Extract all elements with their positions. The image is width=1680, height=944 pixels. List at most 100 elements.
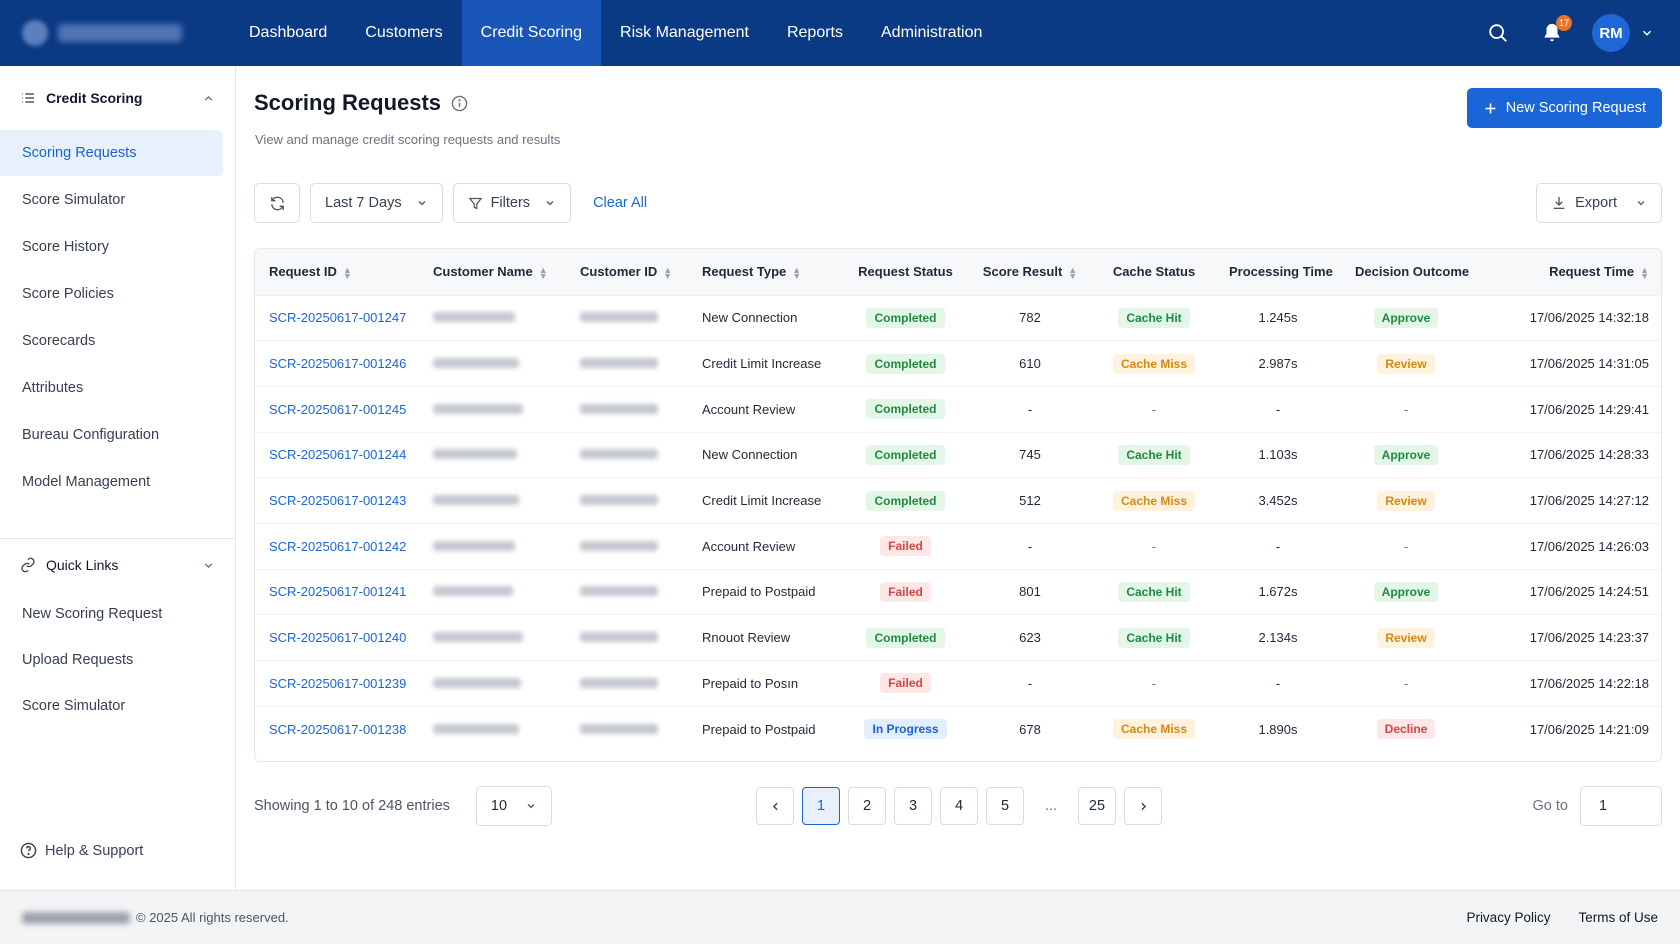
page-buttons: 1 2 3 4 5 ... 25 [756, 787, 1162, 825]
request-id-link[interactable]: SCR-20250617-001242 [269, 538, 407, 554]
request-id-link[interactable]: SCR-20250617-001241 [269, 584, 407, 600]
col-customer-id[interactable]: Customer ID ▲ ▼ [580, 264, 673, 281]
col-request-type[interactable]: Request Type ▲ ▼ [702, 264, 802, 281]
customer-name-redacted [419, 706, 566, 752]
processing-time: 1.103s [1258, 447, 1298, 463]
bell-icon[interactable]: 17 [1538, 15, 1572, 47]
table-row[interactable]: SCR-20250617-001239 Prepaid to Posın Faile… [255, 660, 1661, 707]
request-time: 17/06/2025 14:27:12 [1529, 493, 1649, 509]
request-id-link[interactable]: SCR-20250617-001240 [269, 630, 407, 646]
col-request-id[interactable]: Request ID ▲ ▼ [269, 264, 352, 281]
score-result: 678 [1019, 721, 1041, 737]
page-button-4[interactable]: 4 [940, 787, 978, 825]
sidebar-item-model-management[interactable]: Model Management [22, 474, 151, 490]
col-request-time[interactable]: Request Time ▲ ▼ [1549, 264, 1649, 281]
sidebar-item-bureau-configuration[interactable]: Bureau Configuration [22, 427, 160, 443]
sidebar-section-credit-scoring[interactable]: Credit Scoring [0, 66, 235, 130]
page-button-5[interactable]: 5 [986, 787, 1024, 825]
page-button-25[interactable]: 25 [1078, 787, 1116, 825]
page-button-2[interactable]: 2 [848, 787, 886, 825]
table-row[interactable]: SCR-20250617-001241 Prepaid to Postpaid Fa… [255, 569, 1661, 615]
quick-link-upload-requests[interactable]: Upload Requests [22, 651, 134, 668]
request-time: 17/06/2025 14:21:09 [1529, 721, 1649, 737]
quick-links-header[interactable]: Quick Links [0, 539, 235, 591]
export-button[interactable]: Export [1536, 183, 1662, 223]
sidebar-item-scoring-requests[interactable]: Scoring Requests [0, 130, 223, 176]
table-row[interactable]: SCR-20250617-001246 Credit Limit Increase… [255, 340, 1661, 387]
sidebar-item-score-policies[interactable]: Score Policies [22, 286, 114, 302]
cache-badge: Cache Miss [1112, 719, 1196, 740]
nav-risk-management[interactable]: Risk Management [620, 24, 749, 41]
sidebar-item-score-history[interactable]: Score History [22, 239, 110, 255]
nav-customers[interactable]: Customers [365, 24, 443, 41]
page-button-1[interactable]: 1 [802, 787, 840, 825]
status-badge: Completed [866, 627, 945, 648]
nav-dashboard[interactable]: Dashboard [249, 24, 328, 41]
request-id-link[interactable]: SCR-20250617-001247 [269, 310, 407, 326]
date-range-select[interactable]: Last 7 Days [310, 183, 443, 223]
request-time: 17/06/2025 14:31:05 [1529, 356, 1649, 372]
table-row[interactable]: SCR-20250617-001243 Credit Limit Increase… [255, 477, 1661, 524]
page-size-select[interactable]: 10 [475, 786, 552, 826]
score-result: - [1027, 401, 1033, 417]
cache-badge: Cache Hit [1118, 307, 1190, 328]
info-icon[interactable] [451, 95, 468, 112]
customer-name-redacted [419, 523, 566, 569]
clear-all-link[interactable]: Clear All [593, 195, 648, 211]
decision-badge: Approve [1373, 581, 1439, 602]
table-header-row: Request ID ▲ ▼ Customer Name ▲ ▼ Customer ID… [255, 249, 1661, 295]
request-id-link[interactable]: SCR-20250617-001246 [269, 356, 407, 372]
decision-outcome-cell: Decline [1341, 706, 1471, 752]
title-row: Scoring Requests [254, 90, 468, 116]
request-id-link[interactable]: SCR-20250617-001239 [269, 675, 407, 691]
sidebar-divider [0, 538, 235, 539]
search-icon[interactable] [1484, 19, 1512, 47]
quick-link-score-simulator[interactable]: Score Simulator [22, 697, 126, 714]
page-button-3[interactable]: 3 [894, 787, 932, 825]
nav-credit-scoring[interactable]: Credit Scoring [461, 0, 602, 66]
company-name-redacted [22, 911, 130, 924]
table-row[interactable]: SCR-20250617-001245 Account Review Complet… [255, 386, 1661, 432]
table-row[interactable]: SCR-20250617-001244 New Connection Complet… [255, 432, 1661, 478]
table-row[interactable]: SCR-20250617-001242 Account Review Failed -… [255, 523, 1661, 569]
decision-badge: - [1403, 675, 1409, 691]
brand-logo[interactable] [0, 0, 230, 66]
request-id-link[interactable]: SCR-20250617-001245 [269, 401, 407, 417]
new-scoring-request-button[interactable]: New Scoring Request [1466, 88, 1662, 128]
col-customer-name[interactable]: Customer Name ▲ ▼ [433, 264, 548, 281]
request-status-cell: Failed [844, 523, 967, 569]
request-id-link[interactable]: SCR-20250617-001238 [269, 721, 407, 737]
table-row[interactable]: SCR-20250617-001240 Rnouot Review Complete… [255, 614, 1661, 661]
chevron-down-icon [204, 562, 213, 568]
copyright: © 2025 All rights reserved. [136, 910, 289, 925]
status-badge: Completed [866, 490, 945, 511]
sidebar-item-attributes[interactable]: Attributes [22, 380, 84, 396]
terms-of-use-link[interactable]: Terms of Use [1578, 910, 1658, 925]
help-support-link[interactable]: Help & Support [20, 842, 143, 859]
nav-reports[interactable]: Reports [786, 24, 843, 41]
quick-link-new-scoring-request[interactable]: New Scoring Request [22, 605, 163, 622]
filters-button[interactable]: Filters [452, 183, 572, 223]
main-content: Scoring Requests View and manage credit … [236, 66, 1680, 890]
table-row[interactable]: SCR-20250617-001247 New Connection Complet… [255, 295, 1661, 341]
notification-badge: 17 [1555, 15, 1572, 31]
refresh-button[interactable] [254, 183, 300, 223]
sidebar-item-score-simulator[interactable]: Score Simulator [22, 192, 126, 208]
customer-id-redacted [566, 295, 688, 341]
footer-links: Privacy Policy Terms of Use [1466, 910, 1658, 925]
request-id-link[interactable]: SCR-20250617-001243 [269, 493, 407, 509]
next-page-button[interactable] [1124, 787, 1162, 825]
prev-page-button[interactable] [756, 787, 794, 825]
sidebar-item-scorecards[interactable]: Scorecards [22, 333, 96, 349]
table-row[interactable]: SCR-20250617-001238 Prepaid to Postpaid In… [255, 706, 1661, 752]
privacy-policy-link[interactable]: Privacy Policy [1466, 910, 1551, 925]
customer-name-redacted [419, 386, 566, 432]
request-id-link[interactable]: SCR-20250617-001244 [269, 447, 407, 463]
nav-administration[interactable]: Administration [881, 24, 983, 41]
cache-status-cell: Cache Miss [1093, 706, 1215, 752]
decision-outcome-cell: - [1341, 523, 1471, 569]
goto-page-input[interactable] [1580, 786, 1662, 826]
user-menu[interactable]: RM [1592, 14, 1654, 52]
request-status-cell: Failed [844, 661, 967, 707]
col-score-result[interactable]: Score Result ▲ ▼ [982, 264, 1078, 281]
